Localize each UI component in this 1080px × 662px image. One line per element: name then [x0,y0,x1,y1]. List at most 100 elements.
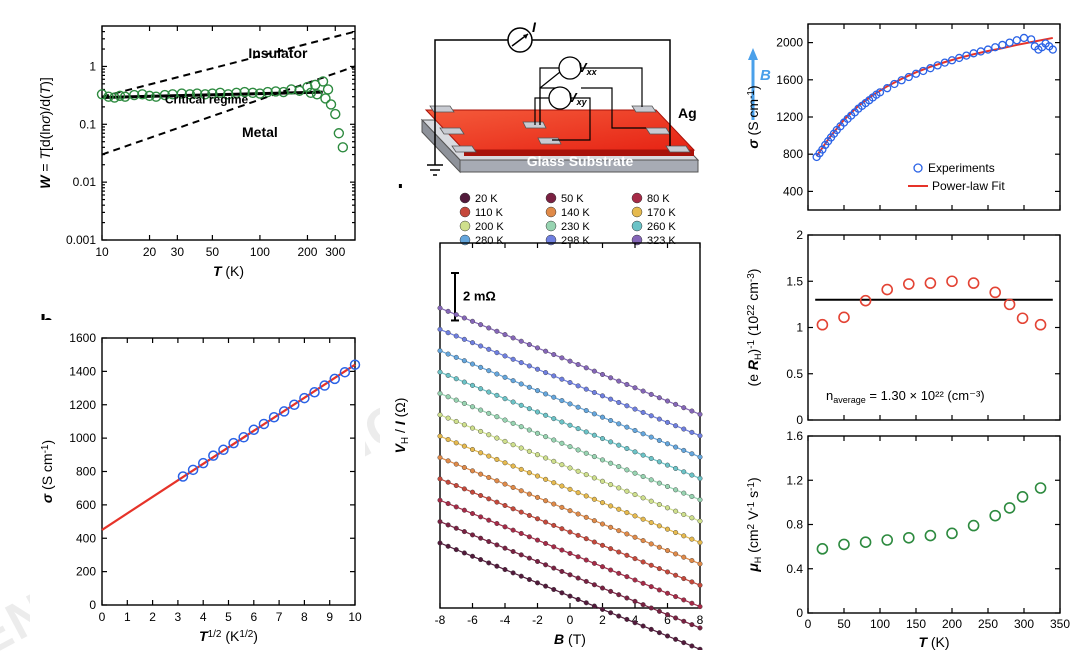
svg-text:1400: 1400 [69,364,96,378]
svg-text:150: 150 [906,617,926,631]
svg-text:0.4: 0.4 [786,562,803,576]
svg-text:200: 200 [76,565,96,579]
svg-text:2 mΩ: 2 mΩ [463,289,496,304]
svg-text:0: 0 [796,413,803,427]
panel-e: 400800120016002000BExperimentsPower-law … [720,10,1070,225]
svg-text:2: 2 [149,610,156,624]
svg-text:600: 600 [76,498,96,512]
diagram-c: I Vxx Vxy Ag Glass Substrate [380,10,710,180]
svg-text:0: 0 [567,613,574,627]
svg-text:323 K: 323 K [647,235,676,247]
svg-text:9: 9 [326,610,333,624]
svg-text:Glass Substrate: Glass Substrate [527,153,634,169]
panel-g: 0 0.4 0.8 1.2 1.6 0 50 100 150 200 250 300 350 μH (cm… [720,428,1070,653]
svg-text:Insulator: Insulator [248,45,308,61]
svg-text:200 K: 200 K [475,221,504,233]
svg-text:Metal: Metal [242,124,278,140]
svg-text:Vxy: Vxy [568,90,588,107]
svg-text:1000: 1000 [69,431,96,445]
svg-text:-4: -4 [500,613,511,627]
svg-text:10: 10 [348,610,362,624]
svg-text:B (T): B (T) [554,631,586,647]
svg-text:1.5: 1.5 [786,274,803,288]
svg-text:20 K: 20 K [475,193,498,205]
svg-text:250: 250 [978,617,998,631]
svg-text:1200: 1200 [776,110,803,124]
svg-text:σ (S cm-1): σ (S cm-1) [745,85,761,148]
svg-text:1.6: 1.6 [786,429,803,443]
svg-text:5: 5 [225,610,232,624]
svg-text:1: 1 [124,610,131,624]
panel-c: I Vxx Vxy Ag Glass Substrate [380,10,710,180]
svg-text:50: 50 [837,617,851,631]
svg-text:230 K: 230 K [561,221,590,233]
svg-text:300: 300 [1014,617,1034,631]
svg-text:T (K): T (K) [213,263,244,279]
svg-text:100: 100 [250,245,270,259]
svg-text:1: 1 [89,59,96,73]
svg-text:0.001: 0.001 [66,233,96,247]
svg-text:400: 400 [783,184,803,198]
chart-b: 0200400600800100012001400160001234567891… [30,320,365,650]
svg-text:μH (cm2 V-1 s-1): μH (cm2 V-1 s-1) [745,477,763,572]
svg-text:800: 800 [783,147,803,161]
svg-text:170 K: 170 K [647,207,676,219]
svg-text:350: 350 [1050,617,1070,631]
svg-text:σ (S cm-1): σ (S cm-1) [39,440,55,503]
svg-text:1200: 1200 [69,398,96,412]
svg-text:8: 8 [697,613,704,627]
svg-text:0.5: 0.5 [786,367,803,381]
svg-text:0: 0 [796,606,803,620]
svg-text:2: 2 [796,228,803,242]
svg-text:Critical regime: Critical regime [165,92,249,106]
svg-text:260 K: 260 K [647,221,676,233]
svg-text:298 K: 298 K [561,235,590,247]
svg-text:2: 2 [599,613,606,627]
svg-text:Ag: Ag [678,105,697,121]
svg-text:200: 200 [942,617,962,631]
svg-text:-8: -8 [435,613,446,627]
chart-g: 0 0.4 0.8 1.2 1.6 0 50 100 150 200 250 300 350 μH (cm… [720,428,1070,653]
svg-text:140 K: 140 K [561,207,590,219]
svg-text:Vxx: Vxx [578,60,598,77]
chart-e: 400800120016002000BExperimentsPower-law … [720,10,1070,225]
svg-text:280 K: 280 K [475,235,504,247]
svg-text:-6: -6 [467,613,478,627]
svg-text:50 K: 50 K [561,193,584,205]
svg-text:110 K: 110 K [475,207,504,219]
svg-text:100: 100 [870,617,890,631]
svg-text:T (K): T (K) [918,634,949,650]
panel-d: 20 K50 K80 K110 K140 K170 K200 K230 K260… [380,188,710,650]
svg-text:50: 50 [206,245,220,259]
svg-text:0.1: 0.1 [79,117,96,131]
svg-text:2000: 2000 [776,36,803,50]
svg-text:30: 30 [171,245,185,259]
svg-text:0.8: 0.8 [786,518,803,532]
svg-text:10: 10 [95,245,109,259]
panel-f: 0 0.5 1 1.5 2 naverage = 1.30 × 10²² (cm⁻³) (e… [720,225,1070,430]
svg-text:0: 0 [99,610,106,624]
svg-text:W = T[d(lnσ)/d(T)]: W = T[d(lnσ)/d(T)] [37,77,53,189]
svg-text:1600: 1600 [776,73,803,87]
svg-text:4: 4 [200,610,207,624]
panel-a: 0.0010.010.1110203050100200300InsulatorC… [30,10,365,285]
svg-text:(e RH)-1 (1022 cm-3): (e RH)-1 (1022 cm-3) [745,269,763,387]
chart-a: 0.0010.010.1110203050100200300InsulatorC… [30,10,365,285]
svg-text:7: 7 [276,610,283,624]
svg-text:T1/2 (K1/2): T1/2 (K1/2) [199,628,258,644]
svg-text:1.2: 1.2 [786,473,803,487]
svg-text:300: 300 [325,245,345,259]
svg-text:1: 1 [796,321,803,335]
svg-text:8: 8 [301,610,308,624]
svg-text:naverage = 1.30 × 10²² (cm⁻³): naverage = 1.30 × 10²² (cm⁻³) [826,388,985,405]
svg-text:-2: -2 [532,613,543,627]
svg-text:Experiments: Experiments [928,161,995,175]
svg-text:800: 800 [76,465,96,479]
svg-text:I: I [532,19,537,35]
svg-text:VH / I (Ω): VH / I (Ω) [392,398,411,454]
svg-text:0: 0 [805,617,812,631]
svg-text:20: 20 [143,245,157,259]
svg-text:200: 200 [297,245,317,259]
chart-d: 20 K50 K80 K110 K140 K170 K200 K230 K260… [380,188,710,650]
svg-text:400: 400 [76,531,96,545]
